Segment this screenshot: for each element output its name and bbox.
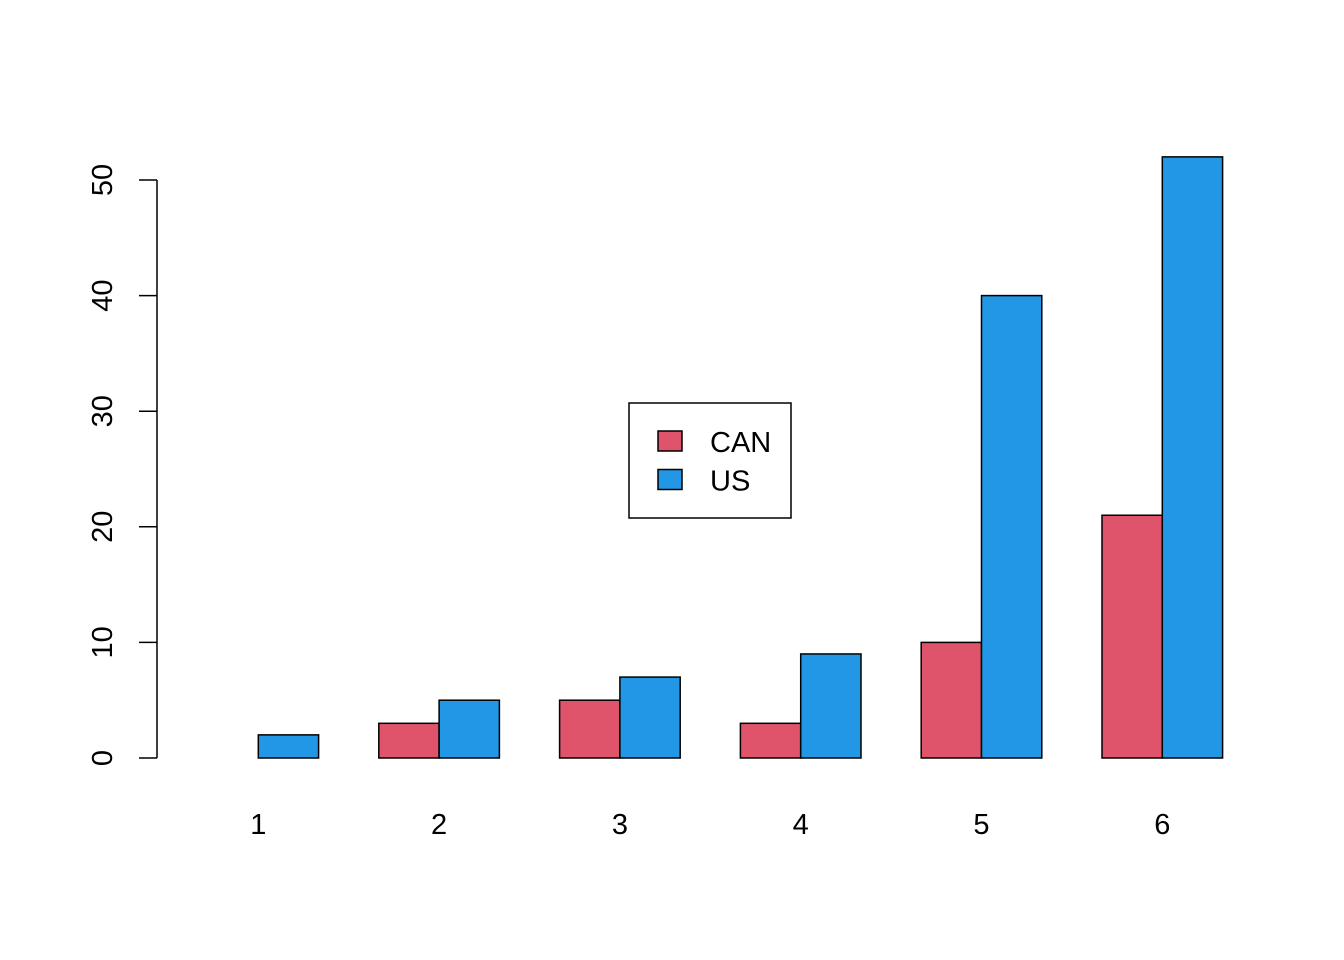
bar-us-3 bbox=[619, 676, 681, 759]
y-tick-label: 10 bbox=[87, 626, 119, 658]
legend-swatch-us bbox=[657, 468, 683, 491]
bar-us-1 bbox=[257, 734, 320, 759]
x-tick-label: 2 bbox=[431, 809, 447, 841]
y-axis: 0 10 20 30 40 50 bbox=[87, 164, 158, 766]
legend-label-can: CAN bbox=[710, 427, 771, 459]
bar-can-6 bbox=[1101, 514, 1164, 759]
y-tick-label: 20 bbox=[87, 511, 119, 543]
bar-us-4 bbox=[799, 653, 862, 759]
bar-us-2 bbox=[438, 699, 501, 759]
bar-can-2 bbox=[378, 722, 440, 759]
y-tick-label: 50 bbox=[87, 164, 119, 196]
bar-can-5 bbox=[920, 641, 983, 759]
x-tick-label: 4 bbox=[793, 809, 809, 841]
bars bbox=[257, 156, 1224, 759]
y-tick-label: 30 bbox=[87, 395, 119, 427]
legend-box bbox=[628, 402, 792, 519]
bar-us-5 bbox=[980, 294, 1043, 759]
bar-can-4 bbox=[739, 722, 802, 759]
y-tick-label: 0 bbox=[87, 750, 119, 766]
legend: CAN US bbox=[628, 402, 792, 519]
legend-label-us: US bbox=[710, 466, 750, 498]
x-axis-labels: 1 2 3 4 5 6 bbox=[250, 809, 1170, 841]
x-tick-label: 1 bbox=[250, 809, 266, 841]
x-tick-label: 5 bbox=[973, 809, 989, 841]
x-tick-label: 6 bbox=[1154, 809, 1170, 841]
y-tick-label: 40 bbox=[87, 279, 119, 311]
bar-can-3 bbox=[558, 699, 621, 759]
x-tick-label: 3 bbox=[612, 809, 628, 841]
bar-us-6 bbox=[1161, 156, 1224, 759]
legend-swatch-can bbox=[657, 430, 683, 452]
